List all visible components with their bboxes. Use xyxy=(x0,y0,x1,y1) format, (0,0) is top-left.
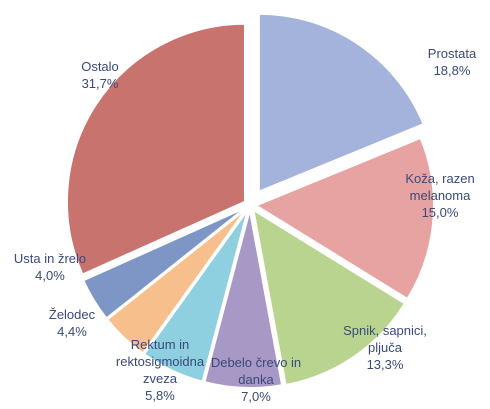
slice-label: Koža, razen melanoma 15,0% xyxy=(393,170,488,221)
slice-label: Prostata 18,8% xyxy=(397,45,490,79)
slice-label: Želodec 4,4% xyxy=(27,306,117,340)
slice-label: Ostalo 31,7% xyxy=(55,58,145,92)
pie-slice xyxy=(257,12,425,194)
pie-slice xyxy=(65,22,246,276)
pie-slice xyxy=(81,206,247,320)
value-label: 5,8% xyxy=(145,388,175,403)
value-label: 4,0% xyxy=(35,268,65,283)
slice-label: Debelo črevo in danka 7,0% xyxy=(196,354,316,405)
pie-slice xyxy=(253,136,435,301)
category-label: Usta in žrelo xyxy=(13,251,87,266)
category-label: Želodec xyxy=(48,307,96,322)
category-label: Prostata xyxy=(427,46,477,61)
value-label: 18,8% xyxy=(433,63,471,78)
value-label: 4,4% xyxy=(57,324,87,339)
category-label: Koža, razen melanoma xyxy=(405,171,475,203)
slice-label: Rektum in rektosigmoidna zveza 5,8% xyxy=(105,336,215,404)
value-label: 7,0% xyxy=(241,389,271,404)
category-label: Spnik, sapnici, pljuča xyxy=(343,323,427,355)
value-label: 31,7% xyxy=(81,76,119,91)
category-label: Ostalo xyxy=(81,59,119,74)
category-label: Rektum in rektosigmoidna zveza xyxy=(115,337,205,386)
pie-slice xyxy=(251,207,407,387)
value-label: 13,3% xyxy=(366,357,404,372)
slice-label: Spnik, sapnici, pljuča 13,3% xyxy=(325,322,445,373)
slice-label: Usta in žrelo 4,0% xyxy=(0,250,105,284)
pie-slice xyxy=(105,207,248,355)
pie-slice xyxy=(203,209,284,389)
pie-slice xyxy=(142,208,249,383)
value-label: 15,0% xyxy=(421,205,459,220)
category-label: Debelo črevo in danka xyxy=(210,355,302,387)
